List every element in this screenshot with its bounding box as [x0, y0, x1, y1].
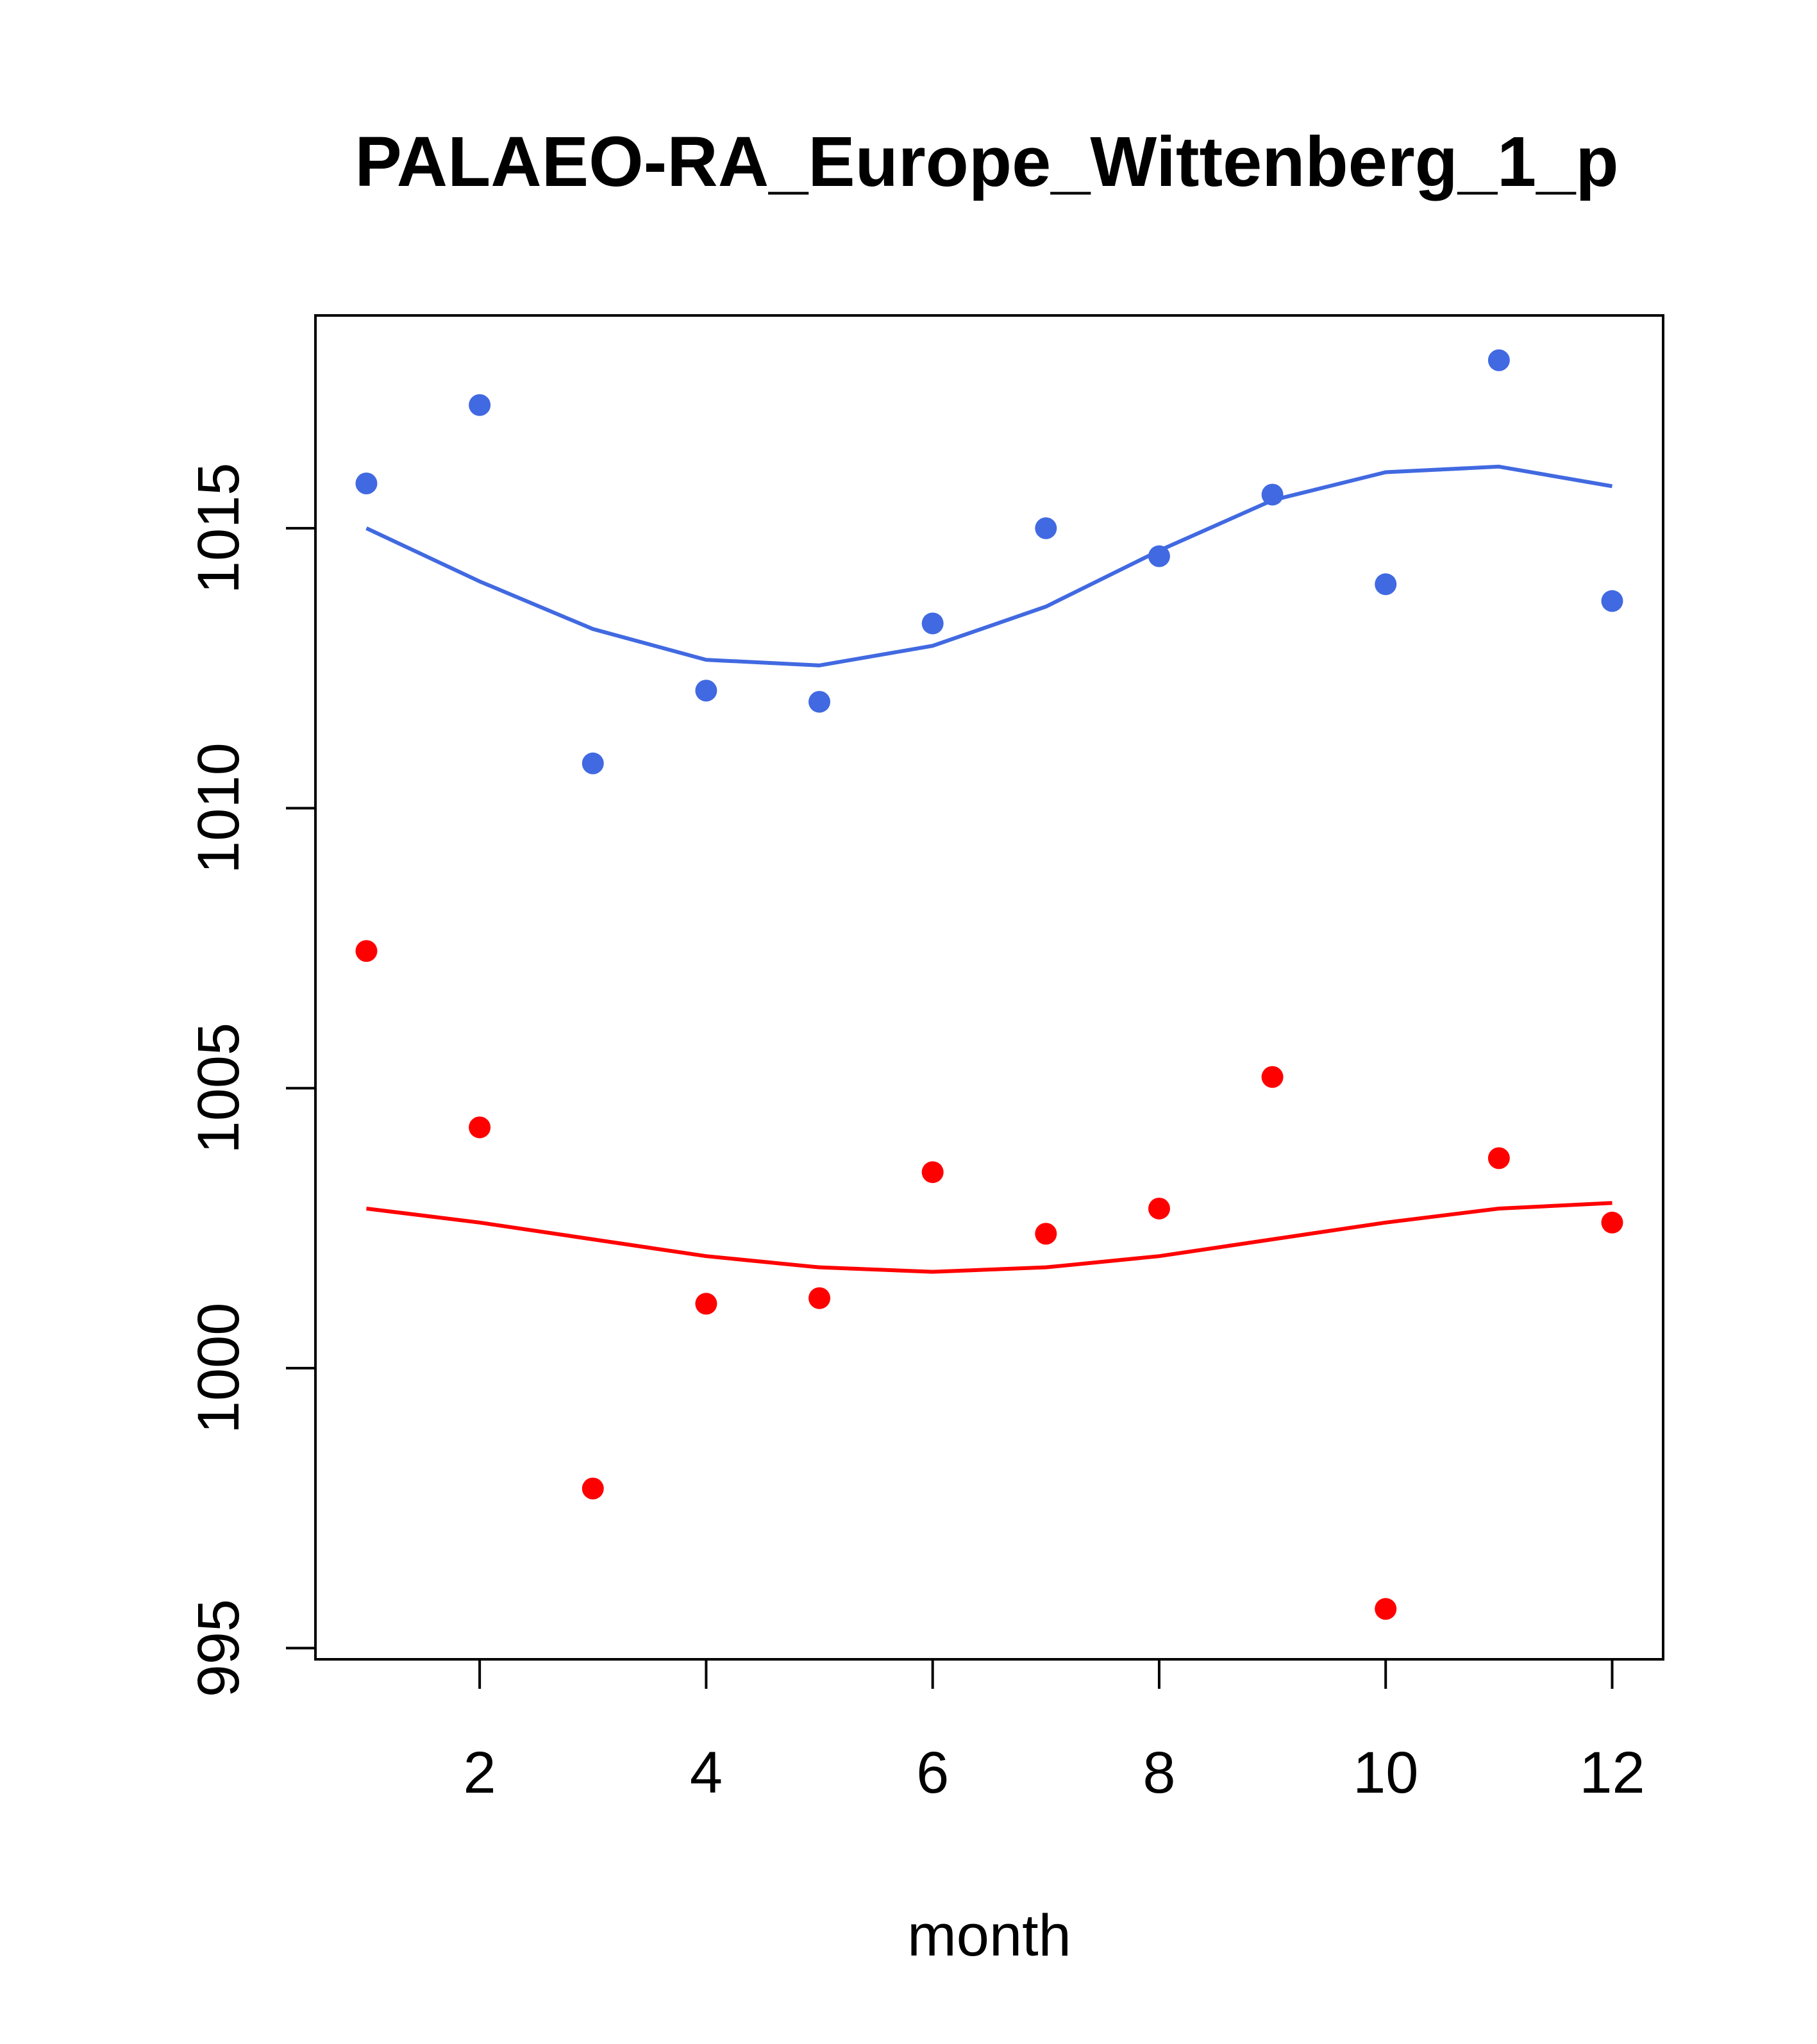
series-layer: [355, 349, 1623, 1620]
x-tick-label: 4: [690, 1740, 723, 1805]
red-curve-line: [366, 1201, 1612, 1274]
blue-point: [808, 691, 831, 713]
red-point: [1487, 1147, 1510, 1169]
y-tick-label: 1015: [186, 463, 251, 594]
x-tick-label: 6: [916, 1740, 949, 1805]
x-axis-label: month: [907, 1903, 1071, 1968]
y-tick-label: 1000: [186, 1303, 251, 1434]
blue-point: [1375, 573, 1397, 596]
blue-point: [1601, 590, 1623, 612]
red-point: [695, 1293, 717, 1315]
blue-point: [695, 680, 717, 702]
red-point: [469, 1116, 491, 1139]
blue-point: [921, 612, 944, 635]
x-tick-label: 12: [1579, 1740, 1645, 1805]
blue-point: [1148, 545, 1170, 567]
red-point: [1375, 1598, 1397, 1620]
blue-curve-line: [365, 464, 1613, 667]
blue-point: [469, 394, 491, 416]
blue-point: [1035, 517, 1057, 539]
red-point: [1148, 1197, 1170, 1219]
red-point: [1035, 1223, 1057, 1245]
y-tick-label: 995: [186, 1599, 251, 1698]
y-tick-label: 1010: [186, 742, 251, 874]
x-tick-label: 8: [1143, 1740, 1175, 1805]
plot-frame: [314, 314, 1664, 1661]
y-axis: 995 1000 1005 1010 1015: [186, 463, 317, 1698]
y-tick-label: 1005: [186, 1023, 251, 1154]
red-point: [582, 1477, 604, 1500]
red-point: [808, 1287, 831, 1309]
blue-point: [582, 752, 604, 775]
red-point: [1261, 1066, 1284, 1088]
red-point: [921, 1161, 944, 1184]
x-tick-label: 10: [1353, 1740, 1418, 1805]
red-point: [355, 940, 378, 962]
red-point: [1601, 1211, 1623, 1234]
blue-point: [355, 473, 378, 494]
x-axis: 2 4 6 8 10 12: [464, 1658, 1645, 1805]
x-tick-label: 2: [464, 1740, 496, 1805]
blue-point: [1487, 349, 1510, 371]
chart-title: PALAEO-RA_Europe_Wittenberg_1_p: [355, 122, 1618, 201]
